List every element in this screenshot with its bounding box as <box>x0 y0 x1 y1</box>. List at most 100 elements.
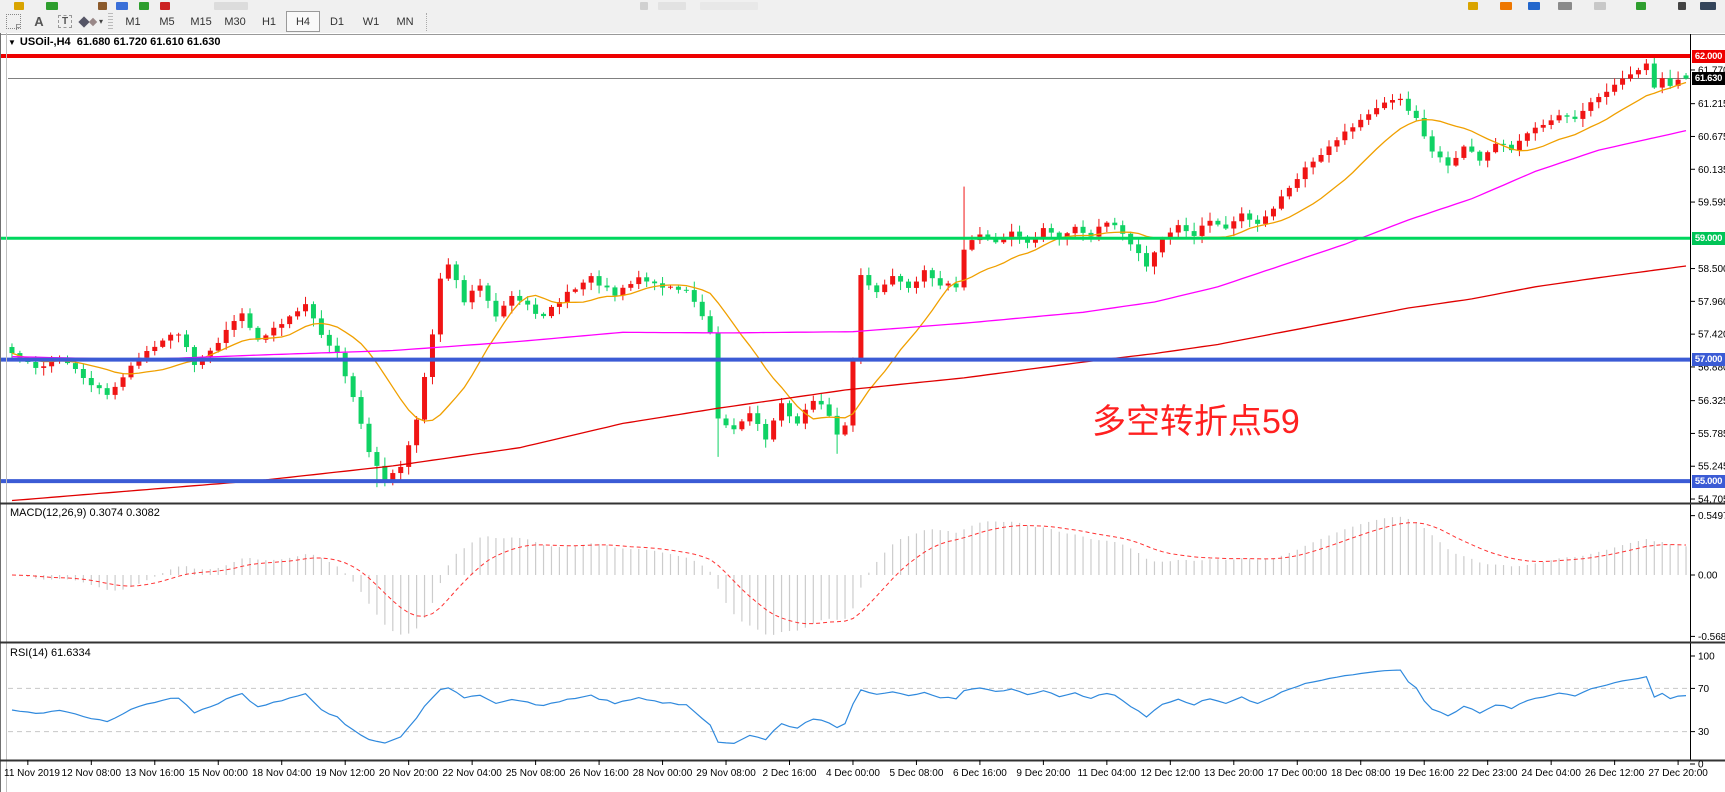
candle-body <box>1604 91 1610 97</box>
rsi-axis-label: 100 <box>1698 652 1715 663</box>
price-tick-label: 60.135 <box>1698 165 1725 176</box>
candle-body <box>1532 127 1538 134</box>
candle-body <box>913 281 919 288</box>
toolbar-drag-handle[interactable] <box>108 12 114 31</box>
toolbar-icon-fragment <box>46 2 58 10</box>
price-level-box-55.000: 55.000 <box>1692 474 1725 488</box>
candle-body <box>279 324 285 328</box>
candle-body <box>96 385 102 389</box>
candle-body <box>1159 238 1165 253</box>
candle-body <box>1374 108 1380 115</box>
candle-body <box>1620 78 1626 85</box>
candle-body <box>993 237 999 243</box>
time-axis-label: 6 Dec 16:00 <box>953 768 1007 779</box>
candle-body <box>1334 140 1340 147</box>
toolbar-icon-fragment <box>214 2 248 10</box>
shapes-tool[interactable]: ▾ <box>78 11 104 32</box>
candle-body <box>263 335 269 340</box>
tf-button-M15[interactable]: M15 <box>190 15 212 28</box>
candle-body <box>445 264 451 279</box>
timeframe-group: M1 M5 M15 M30 H1 H4 D1 W1 MN <box>116 11 422 32</box>
candle-body <box>461 280 467 303</box>
candle-body <box>1096 226 1102 237</box>
tf-button-W1[interactable]: W1 <box>362 15 380 28</box>
tf-button-H1[interactable]: H1 <box>261 15 277 28</box>
candle-body <box>1683 75 1689 79</box>
candle-body <box>1445 157 1451 166</box>
candle-body <box>1120 225 1126 234</box>
candle-body <box>469 290 475 303</box>
candle-body <box>398 466 404 474</box>
toolbar-icon-fragment <box>1678 2 1686 10</box>
candle-body <box>1493 143 1499 153</box>
candle-body <box>1453 157 1459 166</box>
text-label-tool[interactable]: A <box>34 14 44 29</box>
candle-body <box>303 304 309 312</box>
candle-body <box>1342 131 1348 141</box>
crosshair-tool-icon[interactable]: F <box>1 11 25 32</box>
candle-body <box>1437 151 1443 158</box>
text-box-tool[interactable]: T <box>53 11 77 32</box>
chart-dropdown-icon[interactable]: ▼ <box>8 38 16 47</box>
candle-body <box>1088 232 1094 237</box>
price-tick-label: 55.785 <box>1698 429 1725 440</box>
tf-button-M30[interactable]: M30 <box>224 15 246 28</box>
toolbar-separator <box>426 12 428 31</box>
candle-body <box>715 332 721 419</box>
candle-body <box>255 327 261 340</box>
candle-body <box>112 386 118 395</box>
toolbar-icon-fragment <box>98 2 107 10</box>
candle-body <box>406 445 412 467</box>
tf-button-D1[interactable]: D1 <box>329 15 345 28</box>
candle-body <box>1112 222 1118 226</box>
candle-body <box>168 334 174 341</box>
toolbar: F A T ▾ M1 M5 M15 M30 H1 H4 D1 W1 MN <box>0 10 1725 34</box>
chart-title[interactable]: ▼ USOil-,H4 61.680 61.720 61.610 61.630 <box>8 36 221 48</box>
candle-body <box>1025 236 1031 243</box>
toolbar-icon-fragment <box>1636 2 1646 10</box>
candle-body <box>1667 78 1673 86</box>
candle-body <box>1009 231 1015 240</box>
tf-button-M1[interactable]: M1 <box>125 15 141 28</box>
rsi-indicator-label: RSI(14) 61.6334 <box>10 647 91 659</box>
candle-body <box>1144 253 1150 267</box>
candle-body <box>493 300 499 317</box>
candle-body <box>810 400 816 410</box>
candle-body <box>136 357 142 366</box>
tf-button-MN[interactable]: MN <box>396 15 414 28</box>
candle-body <box>152 346 158 352</box>
candle-body <box>572 289 578 292</box>
candle-body <box>501 305 507 317</box>
candle-body <box>739 421 745 430</box>
candle-body <box>786 403 792 417</box>
candle-body <box>548 306 554 317</box>
candle-body <box>675 286 681 290</box>
tf-button-M5[interactable]: M5 <box>159 15 175 28</box>
candle-body <box>1286 187 1292 197</box>
candle-body <box>985 234 991 238</box>
candle-body <box>1477 151 1483 161</box>
candle-body <box>747 413 753 422</box>
time-axis-label: 29 Nov 08:00 <box>696 768 756 779</box>
candle-body <box>652 281 658 284</box>
candle-body <box>755 413 761 424</box>
macd-axis-label: 0.5497 <box>1698 511 1725 522</box>
chart-canvas[interactable]: 61.770 61.215 60.675 60.135 59.595 58.500 57.9… <box>0 33 1725 792</box>
candle-body <box>699 301 705 317</box>
tf-button-H4[interactable]: H4 <box>286 11 321 32</box>
candle-body <box>802 409 808 424</box>
time-axis-label: 11 Nov 2019 <box>4 768 60 779</box>
time-axis-label: 12 Nov 08:00 <box>62 768 122 779</box>
candle-body <box>1104 222 1110 227</box>
candle-body <box>628 284 634 288</box>
candle-body <box>1548 120 1554 125</box>
candle-body <box>1017 231 1023 237</box>
candle-body <box>223 329 229 343</box>
candle-body <box>1040 228 1046 238</box>
candle-body <box>310 304 316 319</box>
chart-window[interactable]: 61.770 61.215 60.675 60.135 59.595 58.500 57.9… <box>0 33 1725 792</box>
candle-body <box>1580 110 1586 119</box>
rsi-name: RSI(14) <box>10 647 48 659</box>
rsi-value: 61.6334 <box>50 647 91 659</box>
